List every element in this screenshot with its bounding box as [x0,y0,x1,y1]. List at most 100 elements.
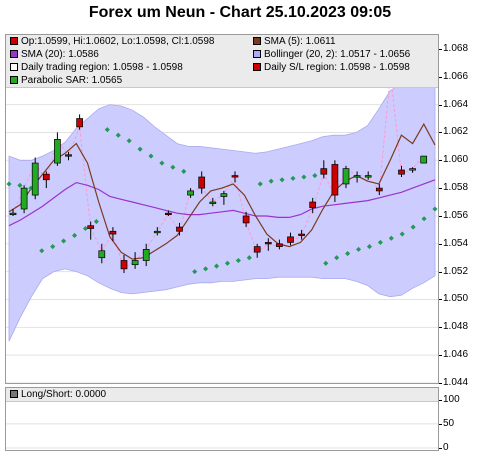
sar-point [181,168,187,174]
sar-point [246,255,252,261]
sar-point [82,225,89,232]
legend-item: Parabolic SAR: 1.0565 [10,74,122,87]
legend-item: Op:1.0599, Hi:1.0602, Lo:1.0598, Cl:1.05… [10,35,214,48]
candle [298,229,305,240]
candle-body [109,230,117,235]
y-tick-mark [439,215,442,217]
candle-body [420,155,428,164]
candle [398,165,405,177]
candle [220,190,228,205]
candle [420,155,428,164]
y-tick-label: 1.060 [443,154,469,166]
y-tick-mark [439,271,442,273]
candle-body [398,169,405,175]
candle [253,243,261,258]
candle-body [253,246,261,253]
y-tick-label: 1.062 [443,126,469,138]
candle-body [364,175,372,178]
y-tick-label: 1.056 [443,209,469,221]
y-tick-label: 1.052 [443,265,469,277]
legend-row: Daily trading region: 1.0598 - 1.0598 Dai… [6,61,438,74]
y-tick-mark [439,355,442,357]
legend-label: SMA (20): 1.0586 [21,49,99,60]
candle-body [142,249,150,261]
candle-body [131,260,139,266]
candle-body [198,176,206,189]
y-tick-mark [439,243,442,245]
y-tick-mark [439,132,442,134]
candle [31,157,39,200]
candle [409,167,416,173]
candle-body [231,175,239,178]
sar-point [104,127,110,133]
legend-label: Op:1.0599, Hi:1.0602, Lo:1.0598, Cl:1.05… [21,36,215,47]
sar-point [213,263,220,269]
long-short-label: Long/Short: 0.0000 [21,389,107,400]
candle-body [209,201,217,204]
sar-point [192,269,198,275]
sar-point [345,250,351,257]
sub-y-tick-label: 50 [443,417,455,429]
candle-body [342,168,350,185]
long-short-swatch [10,390,18,398]
candle-body [331,164,339,196]
y-tick-label: 1.064 [443,98,469,110]
sar-point [203,266,209,272]
legend-swatch [10,50,18,58]
candle [165,210,172,216]
legend-label: SMA (5): 1.0611 [264,36,336,47]
candle [364,171,372,180]
candle [209,197,217,207]
sub-y-tick-mark [439,448,442,449]
candle-body [76,118,83,128]
candle [54,132,61,166]
candle-body [287,236,294,243]
candle-body [165,212,172,216]
candle-body [375,187,383,192]
candle [331,160,339,203]
candle-body [31,162,39,196]
legend-item: Daily trading region: 1.0598 - 1.0598 [10,61,183,74]
y-tick-mark [439,76,442,78]
candle [120,254,128,274]
price-panel: Op:1.0599, Hi:1.0602, Lo:1.0598, Cl:1.05… [5,34,439,384]
candle [187,188,194,198]
bollinger-band [8,79,436,342]
candle-body [409,168,416,171]
legend-label: Daily S/L region: 1.0598 - 1.0598 [264,62,410,73]
candle-body [98,250,106,259]
y-tick-mark [439,383,442,384]
long-short-panel: Long/Short: 0.0000 [5,387,439,451]
candle [98,243,106,264]
candle-body [242,215,250,224]
legend-row: Parabolic SAR: 1.0565 [6,74,438,87]
candle-body [264,242,272,245]
price-chart [6,48,438,383]
long-short-legend: Long/Short: 0.0000 [6,388,438,402]
candle [142,243,150,267]
candle [65,151,72,161]
sar-point [312,173,318,179]
sar-point [224,260,231,266]
candle [176,222,183,236]
y-tick-label: 1.066 [443,70,469,82]
y-tick-label: 1.050 [443,293,469,305]
candle [353,171,361,183]
candle-body [65,154,72,157]
sar-point [235,257,241,264]
sar-point [148,153,154,159]
sar-point [39,248,45,254]
candle-body [187,190,194,196]
candle [375,183,383,196]
candle [287,232,294,246]
legend-swatch [10,76,18,84]
close-link-line [12,73,425,270]
legend-swatch [10,63,18,71]
candle-body [153,230,161,234]
y-tick-mark [439,104,442,106]
sar-point [126,138,132,144]
legend-item: SMA (5): 1.0611 [253,35,336,48]
candle-body [276,243,283,247]
candle-body [20,187,28,210]
chart-title: Forex um Neun - Chart 25.10.2023 09:05 [88,4,392,21]
